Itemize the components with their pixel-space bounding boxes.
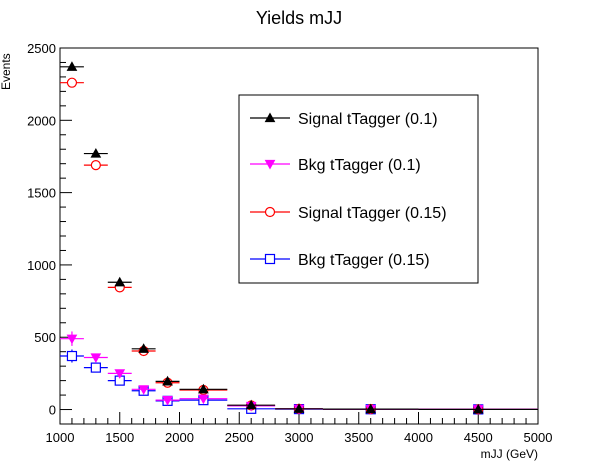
x-tick-label: 3000 [285, 430, 314, 445]
x-tick-label: 1000 [46, 430, 75, 445]
series-1 [60, 331, 538, 415]
legend-marker [264, 253, 276, 265]
x-tick-label: 5000 [524, 430, 553, 445]
legend-entry-label: Bkg tTagger (0.1) [298, 157, 421, 174]
data-point [245, 399, 257, 410]
data-point [90, 160, 101, 171]
legend: Signal tTagger (0.1) Bkg tTagger (0.1) Sig… [238, 94, 479, 284]
data-point [114, 369, 126, 379]
data-point [472, 403, 484, 414]
x-tick-label: 2000 [165, 430, 194, 445]
legend-marker [264, 112, 276, 123]
chart-title: Yields mJJ [256, 8, 342, 28]
data-point [90, 353, 102, 364]
y-tick-label: 1000 [27, 258, 56, 273]
y-tick-label: 2500 [27, 41, 56, 56]
x-tick-label: 1500 [105, 430, 134, 445]
data-point [162, 396, 173, 406]
legend-entry-label: Bkg tTagger (0.15) [298, 252, 430, 269]
data-point [66, 334, 78, 345]
x-tick-label: 4500 [464, 430, 493, 445]
y-tick-label: 1500 [27, 186, 56, 201]
data-point [114, 276, 126, 287]
data-point [293, 403, 305, 413]
legend-marker [264, 206, 276, 218]
legend-marker [264, 159, 276, 170]
y-tick-label: 0 [49, 403, 56, 418]
data-point [66, 77, 78, 88]
legend-box [238, 94, 479, 284]
data-point [198, 383, 209, 394]
data-point [66, 61, 78, 71]
data-point [66, 350, 78, 362]
data-point [162, 375, 173, 386]
series-0 [60, 61, 538, 414]
data-point [138, 343, 149, 353]
y-axis-title: Events [0, 53, 13, 90]
data-point [198, 394, 209, 405]
y-tick-label: 2000 [27, 113, 56, 128]
y-tick-label: 500 [34, 330, 56, 345]
data-point [138, 385, 149, 395]
legend-entry-label: Signal tTagger (0.1) [298, 111, 438, 128]
x-tick-label: 3500 [344, 430, 373, 445]
x-tick-label: 2500 [225, 430, 254, 445]
axes: 1000 1500 2000 2500 3000 3500 4000 4500 5000 0 500… [27, 41, 552, 445]
data-point [90, 362, 101, 373]
legend-entry-label: Signal tTagger (0.15) [298, 205, 447, 222]
x-axis-title: mJJ (GeV) [481, 447, 538, 461]
data-point [365, 403, 377, 414]
x-tick-label: 4000 [404, 430, 433, 445]
data-series [60, 61, 538, 415]
data-point [90, 148, 102, 158]
